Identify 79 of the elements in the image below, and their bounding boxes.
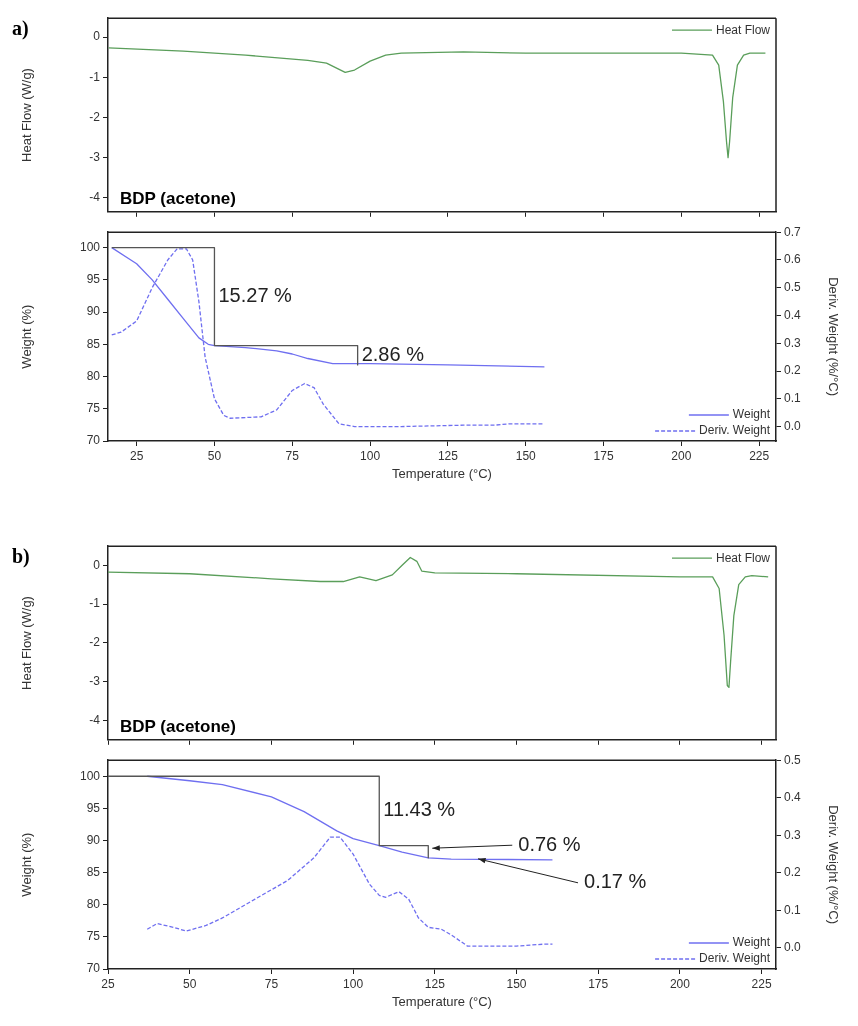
y2-tick-label: 0.7 — [784, 224, 802, 239]
legend-label: Heat Flow — [715, 22, 771, 37]
x-tick-label: 25 — [129, 448, 144, 463]
y-tick-label: 0 — [93, 557, 101, 572]
y2-tick-label: 0.1 — [784, 902, 802, 917]
x-axis-title: Temperature (°C) — [392, 993, 492, 1009]
y-tick-label: -3 — [89, 149, 101, 164]
y2-tick-label: 0.4 — [784, 307, 802, 322]
y2-tick-label: 0.3 — [784, 827, 802, 842]
x-tick-label: 25 — [101, 976, 115, 991]
y-tick-label: 100 — [79, 768, 101, 783]
legend-label: Weight — [732, 407, 771, 422]
y-tick-label: 95 — [86, 800, 101, 815]
y-axis-title: Heat Flow (W/g) — [19, 68, 35, 162]
x-tick-label: 200 — [669, 976, 691, 991]
y-tick-label: 90 — [86, 304, 101, 319]
annotation: BDP (acetone) — [120, 188, 236, 208]
y-axis-title: Weight (%) — [19, 832, 35, 897]
x-tick-label: 75 — [285, 448, 300, 463]
legend-label: Weight — [732, 935, 771, 950]
x-tick-label: 100 — [343, 976, 364, 991]
x-tick-label: 175 — [593, 448, 614, 463]
x-tick-label: 50 — [207, 448, 222, 463]
y-tick-label: 75 — [86, 929, 101, 944]
legend-label: Heat Flow — [715, 550, 771, 565]
y-tick-label: -1 — [89, 596, 101, 611]
y-tick-label: 90 — [86, 832, 101, 847]
y-tick-label: 70 — [86, 433, 101, 448]
text: a) — [12, 17, 29, 41]
y-tick-label: 80 — [86, 897, 101, 912]
y2-tick-label: 0.3 — [784, 335, 802, 350]
text: b) — [12, 545, 30, 569]
y-tick-label: -2 — [89, 635, 101, 650]
y2-tick-label: 0.0 — [784, 940, 802, 955]
y2-tick-label: 0.4 — [784, 790, 802, 805]
x-tick-label: 125 — [437, 448, 459, 463]
y-axis-title: Heat Flow (W/g) — [19, 596, 35, 690]
annotation: BDP (acetone) — [120, 716, 236, 736]
y2-tick-label: 0.0 — [784, 418, 802, 433]
y2-axis-title: Deriv. Weight (%/°C) — [825, 277, 841, 397]
x-tick-label: 50 — [183, 976, 197, 991]
x-tick-label: 175 — [588, 976, 609, 991]
x-tick-label: 225 — [751, 976, 772, 991]
y-axis-title: Weight (%) — [19, 304, 35, 369]
x-tick-label: 125 — [424, 976, 446, 991]
y-tick-label: 0 — [93, 29, 101, 44]
annotation: 11.43 % — [383, 798, 456, 821]
y-tick-label: 85 — [86, 336, 101, 351]
x-tick-label: 150 — [515, 448, 537, 463]
y-tick-label: 75 — [86, 401, 101, 416]
legend-label: Deriv. Weight — [699, 423, 771, 438]
y-tick-label: 100 — [79, 239, 101, 254]
y-tick-label: -2 — [89, 109, 101, 124]
y-tick-label: 80 — [86, 368, 101, 383]
y2-tick-label: 0.5 — [784, 752, 802, 767]
y-tick-label: 70 — [86, 961, 101, 976]
annotation: 2.86 % — [361, 342, 425, 365]
x-tick-label: 200 — [671, 448, 692, 463]
y-tick-label: -4 — [89, 190, 101, 205]
y2-tick-label: 0.5 — [784, 280, 802, 295]
x-tick-label: 75 — [264, 976, 279, 991]
x-axis-title: Temperature (°C) — [392, 465, 492, 481]
annotation: 15.27 % — [218, 284, 293, 307]
x-tick-label: 225 — [749, 448, 770, 463]
y2-tick-label: 0.2 — [784, 865, 802, 880]
y-tick-label: -1 — [89, 69, 101, 84]
x-tick-label: 100 — [360, 448, 381, 463]
legend-label: Deriv. Weight — [699, 951, 771, 966]
y-tick-label: -3 — [89, 673, 101, 688]
y2-axis-title: Deriv. Weight (%/°C) — [825, 805, 841, 925]
annotation: 0.17 % — [584, 870, 647, 893]
y-tick-label: -4 — [89, 712, 101, 727]
y2-tick-label: 0.2 — [784, 363, 802, 378]
y-tick-label: 95 — [86, 272, 101, 287]
y-tick-label: 85 — [86, 864, 101, 879]
annotation: 0.76 % — [518, 832, 581, 855]
x-tick-label: 150 — [506, 976, 527, 991]
y2-tick-label: 0.6 — [784, 252, 802, 267]
y2-tick-label: 0.1 — [784, 391, 802, 406]
